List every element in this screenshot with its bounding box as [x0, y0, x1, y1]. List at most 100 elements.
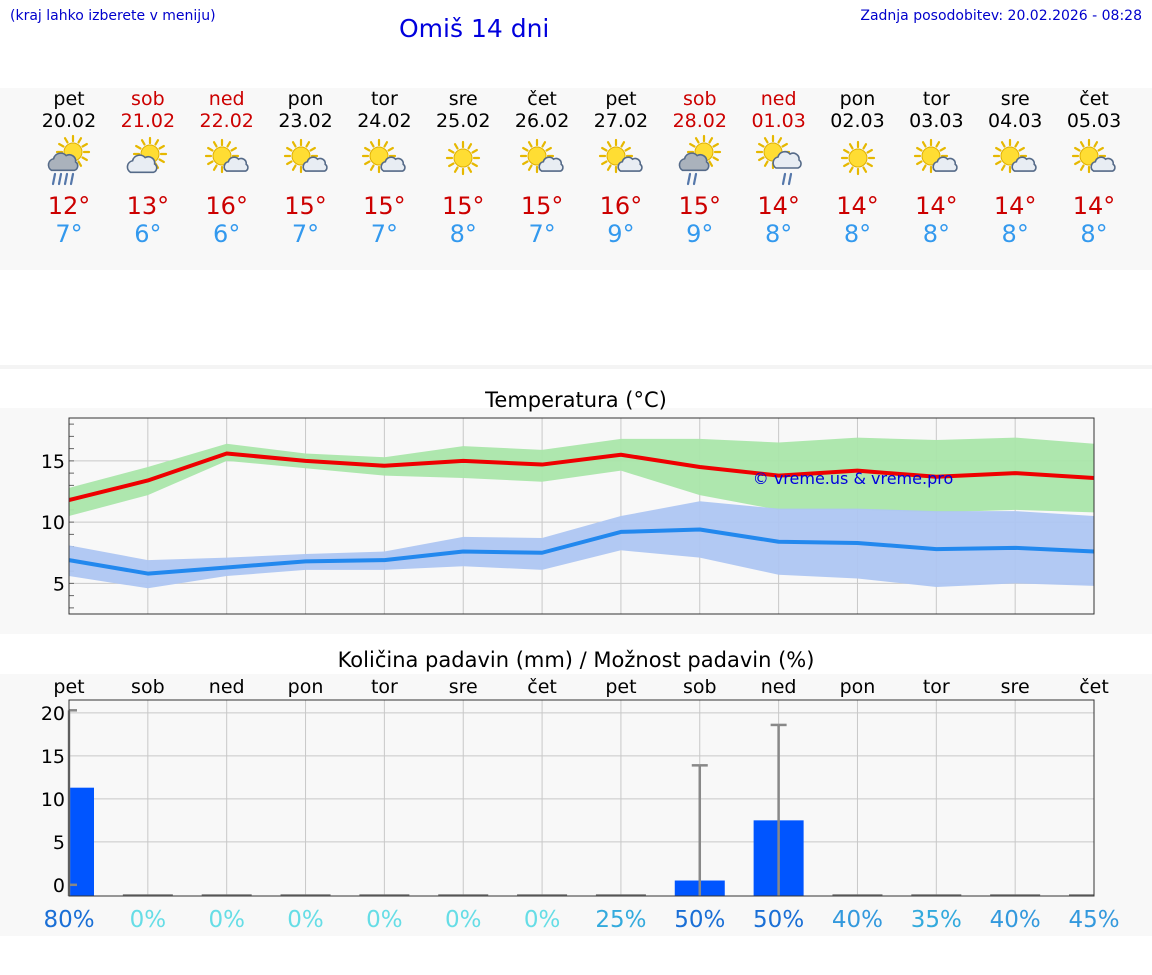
- temp-min: 8°: [1001, 220, 1029, 248]
- divider: [0, 365, 1152, 369]
- x-tick-label: ned: [761, 676, 797, 698]
- weather-icon: [345, 132, 423, 192]
- temp-min: 7°: [370, 220, 399, 248]
- sun-small-cloud-icon: [993, 138, 1037, 174]
- precip-probability: 0%: [366, 907, 403, 933]
- x-tick-label: sre: [1001, 676, 1030, 698]
- day-column: pon 23.02 15° 7°: [267, 88, 345, 248]
- precip-probability: 80%: [43, 907, 94, 933]
- temp-max: 15°: [678, 192, 722, 220]
- day-column: tor 03.03 14° 8°: [897, 88, 975, 248]
- sun-small-cloud-icon: [204, 138, 249, 174]
- sun-small-cloud-icon: [283, 138, 328, 174]
- temp-min: 8°: [765, 220, 793, 248]
- precip-probability: 0%: [524, 907, 561, 933]
- temp-min: 9°: [686, 220, 714, 248]
- day-name: pet: [605, 88, 637, 110]
- precip-probability: 50%: [753, 907, 804, 933]
- x-tick-label: pon: [840, 676, 876, 698]
- forecast-row: pet 20.02 12° 7° sob 21.02 13° 6° ned 22.02 16° 6° p…: [0, 88, 1152, 268]
- precip-probability: 0%: [208, 907, 245, 933]
- precipitation-chart: pet sob ned pon tor sre čet pet sob ned pon tor sre č…: [41, 676, 1120, 933]
- weather-icon: [819, 132, 897, 192]
- sun-small-cloud-icon: [598, 138, 643, 174]
- sun-cloud-heavy-rain-icon: [47, 134, 91, 186]
- temp-min: 8°: [1080, 220, 1108, 248]
- day-date: 04.03: [987, 110, 1043, 132]
- precip-probability: 0%: [130, 907, 167, 933]
- day-column: sob 28.02 15° 9°: [661, 88, 739, 248]
- day-name: ned: [208, 88, 245, 110]
- location-hint: (kraj lahko izberete v meniju): [10, 8, 216, 24]
- weather-icon: [1055, 132, 1133, 192]
- x-tick-label: pon: [288, 676, 324, 698]
- precip-probability: 35%: [911, 907, 962, 933]
- temp-min: 8°: [449, 220, 477, 248]
- day-date: 23.02: [278, 110, 333, 132]
- day-name: sob: [683, 88, 717, 110]
- day-column: pon 02.03 14° 8°: [819, 88, 897, 248]
- day-date: 26.02: [514, 110, 570, 132]
- day-column: tor 24.02 15° 7°: [345, 88, 423, 248]
- precip-probability: 50%: [674, 907, 725, 933]
- temp-min-line: [68, 527, 1095, 576]
- temp-max: 14°: [915, 192, 958, 220]
- day-name: tor: [370, 88, 398, 110]
- weather-icon: [503, 132, 581, 192]
- day-date: 24.02: [357, 110, 412, 132]
- forecast-band: [0, 88, 1152, 270]
- weather-icon: [30, 132, 108, 192]
- day-date: 28.02: [672, 110, 727, 132]
- temp-min: 8°: [922, 220, 950, 248]
- weather-icon: [976, 132, 1054, 192]
- day-date: 27.02: [593, 110, 649, 132]
- weather-icon: [661, 132, 739, 192]
- x-tick-label: čet: [1079, 676, 1109, 698]
- weather-icon: [897, 132, 975, 192]
- weather-icon: [424, 132, 502, 192]
- day-date: 22.02: [199, 110, 254, 132]
- day-column: pet 27.02 16° 9°: [582, 88, 660, 248]
- day-column: pet 20.02 12° 7°: [30, 88, 108, 248]
- day-name: čet: [527, 88, 557, 110]
- temp-max: 12°: [47, 192, 91, 220]
- x-tick-label: pet: [53, 676, 84, 698]
- temp-min: 8°: [843, 220, 872, 248]
- temp-max-range-band: [69, 437, 1094, 516]
- sun-small-cloud-icon: [1071, 138, 1116, 174]
- temp-max: 15°: [520, 192, 564, 220]
- x-tick-label: sob: [131, 676, 165, 698]
- plot-area: [69, 700, 1094, 896]
- sun-small-cloud-icon: [914, 138, 959, 174]
- temp-max: 16°: [205, 192, 248, 220]
- day-column: sre 04.03 14° 8°: [976, 88, 1054, 248]
- temp-min: 9°: [607, 220, 635, 248]
- x-tick-label: tor: [371, 676, 398, 698]
- x-tick-label: tor: [923, 676, 950, 698]
- y-tick-label: 10: [41, 512, 65, 534]
- temperature-chart: 5 10 15 © vreme.us & vreme.pro: [41, 417, 1095, 615]
- precip-probability: 45%: [1068, 907, 1119, 933]
- day-column: čet 05.03 14° 8°: [1055, 88, 1133, 248]
- watermark: © vreme.us & vreme.pro: [753, 469, 954, 488]
- weather-icon: [109, 132, 187, 192]
- day-column: ned 22.02 16° 6°: [188, 88, 266, 248]
- x-tick-label: sre: [449, 676, 478, 698]
- day-name: pon: [287, 88, 324, 110]
- page-title: Omiš 14 dni: [399, 14, 550, 43]
- day-column: čet 26.02 15° 7°: [503, 88, 581, 248]
- day-name: pet: [53, 88, 85, 110]
- temp-min: 7°: [55, 220, 83, 248]
- day-name: pon: [839, 88, 876, 110]
- temperature-chart-title: Temperatura (°C): [485, 388, 667, 412]
- precip-probability: 25%: [595, 907, 646, 933]
- precip-chart-title: Količina padavin (mm) / Možnost padavin …: [337, 648, 815, 672]
- day-date: 20.02: [41, 110, 97, 132]
- precip-probability: 40%: [990, 907, 1041, 933]
- day-name: sre: [448, 88, 478, 110]
- sun-icon: [446, 140, 481, 176]
- day-date: 21.02: [120, 110, 176, 132]
- day-name: sob: [131, 88, 165, 110]
- precip-probability: 0%: [445, 907, 482, 933]
- day-name: ned: [760, 88, 797, 110]
